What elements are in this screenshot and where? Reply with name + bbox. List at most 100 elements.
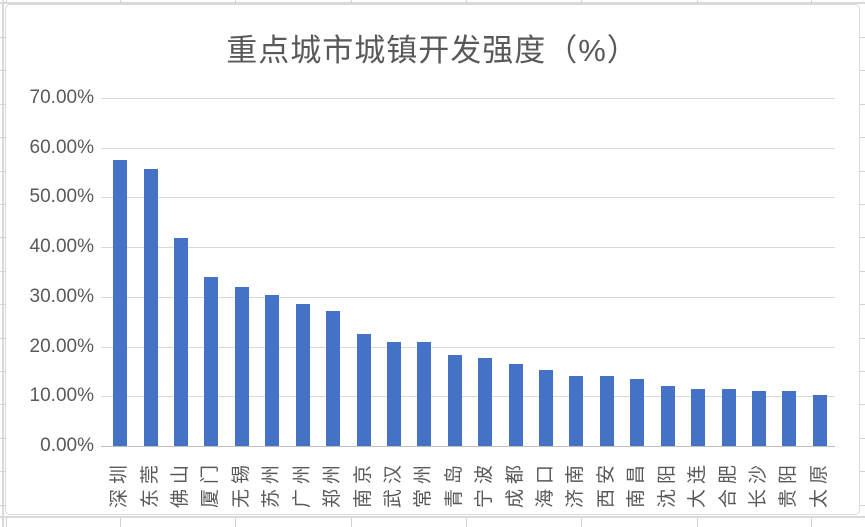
bar[interactable]	[204, 276, 219, 446]
sheet-gridline	[235, 0, 236, 3]
sheet-gridline	[860, 70, 865, 71]
bar[interactable]	[265, 295, 280, 446]
chart-object[interactable]: 重点城市城镇开发强度（%） 0.00% 10.00% 20.00% 30.00% 40.…	[5, 4, 860, 515]
x-axis-category-label: 南昌	[626, 459, 648, 508]
sheet-gridline	[697, 518, 698, 527]
bar[interactable]	[630, 378, 645, 446]
sheet-gridline	[0, 137, 5, 138]
gridline	[101, 396, 835, 398]
bar[interactable]	[478, 357, 493, 446]
sheet-gridline	[581, 518, 582, 527]
bar[interactable]	[812, 394, 827, 446]
gridline	[101, 147, 835, 149]
sheet-gridline	[0, 505, 5, 506]
bar[interactable]	[721, 389, 736, 446]
x-axis-category-label: 沈阳	[656, 459, 678, 508]
sheet-gridline	[0, 271, 5, 272]
bar[interactable]	[447, 354, 462, 446]
y-axis-tick-label: 10.00%	[29, 385, 94, 407]
bar[interactable]	[143, 168, 158, 446]
sheet-gridline	[860, 37, 865, 38]
sheet-gridline	[0, 304, 5, 305]
x-axis-category-label: 贵阳	[778, 459, 800, 508]
chart-title: 重点城市城镇开发强度（%）	[226, 33, 639, 68]
sheet-gridline	[860, 237, 865, 238]
y-axis-tick-label: 50.00%	[29, 186, 94, 208]
sheet-gridline	[860, 104, 865, 105]
sheet-gridline	[860, 438, 865, 439]
sheet-gridline	[466, 0, 467, 3]
bar[interactable]	[113, 159, 128, 446]
x-axis-category-label: 苏州	[261, 459, 283, 508]
y-axis-tick-label: 30.00%	[29, 285, 94, 307]
bar[interactable]	[539, 369, 554, 446]
sheet-gridline	[0, 438, 5, 439]
x-axis-category-label: 太原	[808, 459, 830, 508]
sheet-gridline	[860, 404, 865, 405]
gridline	[101, 197, 835, 199]
bar[interactable]	[174, 238, 189, 446]
x-axis-category-label: 无锡	[230, 459, 252, 508]
sheet-gridline	[0, 37, 5, 38]
x-axis-category-label: 海口	[535, 459, 557, 508]
sheet-gridline	[0, 171, 5, 172]
sheet-gridline	[811, 0, 812, 3]
y-axis-tick-label: 40.00%	[29, 236, 94, 258]
bar[interactable]	[599, 376, 614, 446]
x-axis-category-label: 东莞	[139, 459, 161, 508]
x-axis-category-label: 广州	[291, 459, 313, 508]
bar[interactable]	[660, 385, 675, 446]
bar[interactable]	[508, 364, 523, 446]
x-axis-category-label: 武汉	[382, 459, 404, 508]
x-axis-category-label: 成都	[504, 459, 526, 508]
x-axis-category-label: 佛山	[170, 459, 192, 508]
sheet-gridline	[860, 371, 865, 372]
sheet-gridline	[860, 271, 865, 272]
sheet-gridline	[860, 204, 865, 205]
sheet-gridline	[0, 2, 865, 4]
x-axis-line	[101, 446, 835, 447]
sheet-gridline	[860, 338, 865, 339]
y-axis-tick-label: 60.00%	[29, 136, 94, 158]
sheet-gridline	[351, 0, 352, 3]
x-axis-category-label: 厦门	[200, 459, 222, 508]
sheet-gridline	[0, 338, 5, 339]
x-axis-category-label: 青岛	[443, 459, 465, 508]
sheet-gridline	[0, 471, 5, 472]
x-axis-category-label: 合肥	[717, 459, 739, 508]
bar[interactable]	[782, 391, 797, 446]
gridline	[101, 296, 835, 298]
x-axis-category-label: 西安	[595, 459, 617, 508]
bar[interactable]	[386, 341, 401, 446]
sheet-gridline	[581, 0, 582, 3]
bar[interactable]	[569, 376, 584, 446]
sheet-gridline	[2, 0, 4, 527]
sheet-gridline	[466, 518, 467, 527]
bar[interactable]	[326, 310, 341, 446]
x-axis-category-label: 南京	[352, 459, 374, 508]
sheet-gridline	[0, 237, 5, 238]
gridline	[101, 98, 835, 99]
sheet-gridline	[6, 518, 7, 527]
sheet-gridline	[697, 0, 698, 3]
sheet-gridline	[0, 70, 5, 71]
gridline	[101, 247, 835, 249]
sheet-gridline	[860, 471, 865, 472]
sheet-gridline	[0, 371, 5, 372]
sheet-gridline	[120, 518, 121, 527]
bar[interactable]	[234, 286, 249, 446]
sheet-gridline	[860, 304, 865, 305]
x-axis-category-label: 宁波	[474, 459, 496, 508]
y-axis-tick-label: 0.00%	[40, 435, 94, 456]
x-axis-category-label: 长沙	[747, 459, 769, 508]
bar[interactable]	[356, 333, 371, 446]
sheet-gridline	[6, 0, 7, 3]
x-axis-category-label: 郑州	[322, 459, 344, 508]
sheet-gridline	[0, 204, 5, 205]
sheet-gridline	[120, 0, 121, 3]
gridline	[101, 346, 835, 348]
bar[interactable]	[295, 304, 310, 446]
bar[interactable]	[417, 342, 432, 446]
bar[interactable]	[751, 391, 766, 446]
bar[interactable]	[691, 389, 706, 446]
